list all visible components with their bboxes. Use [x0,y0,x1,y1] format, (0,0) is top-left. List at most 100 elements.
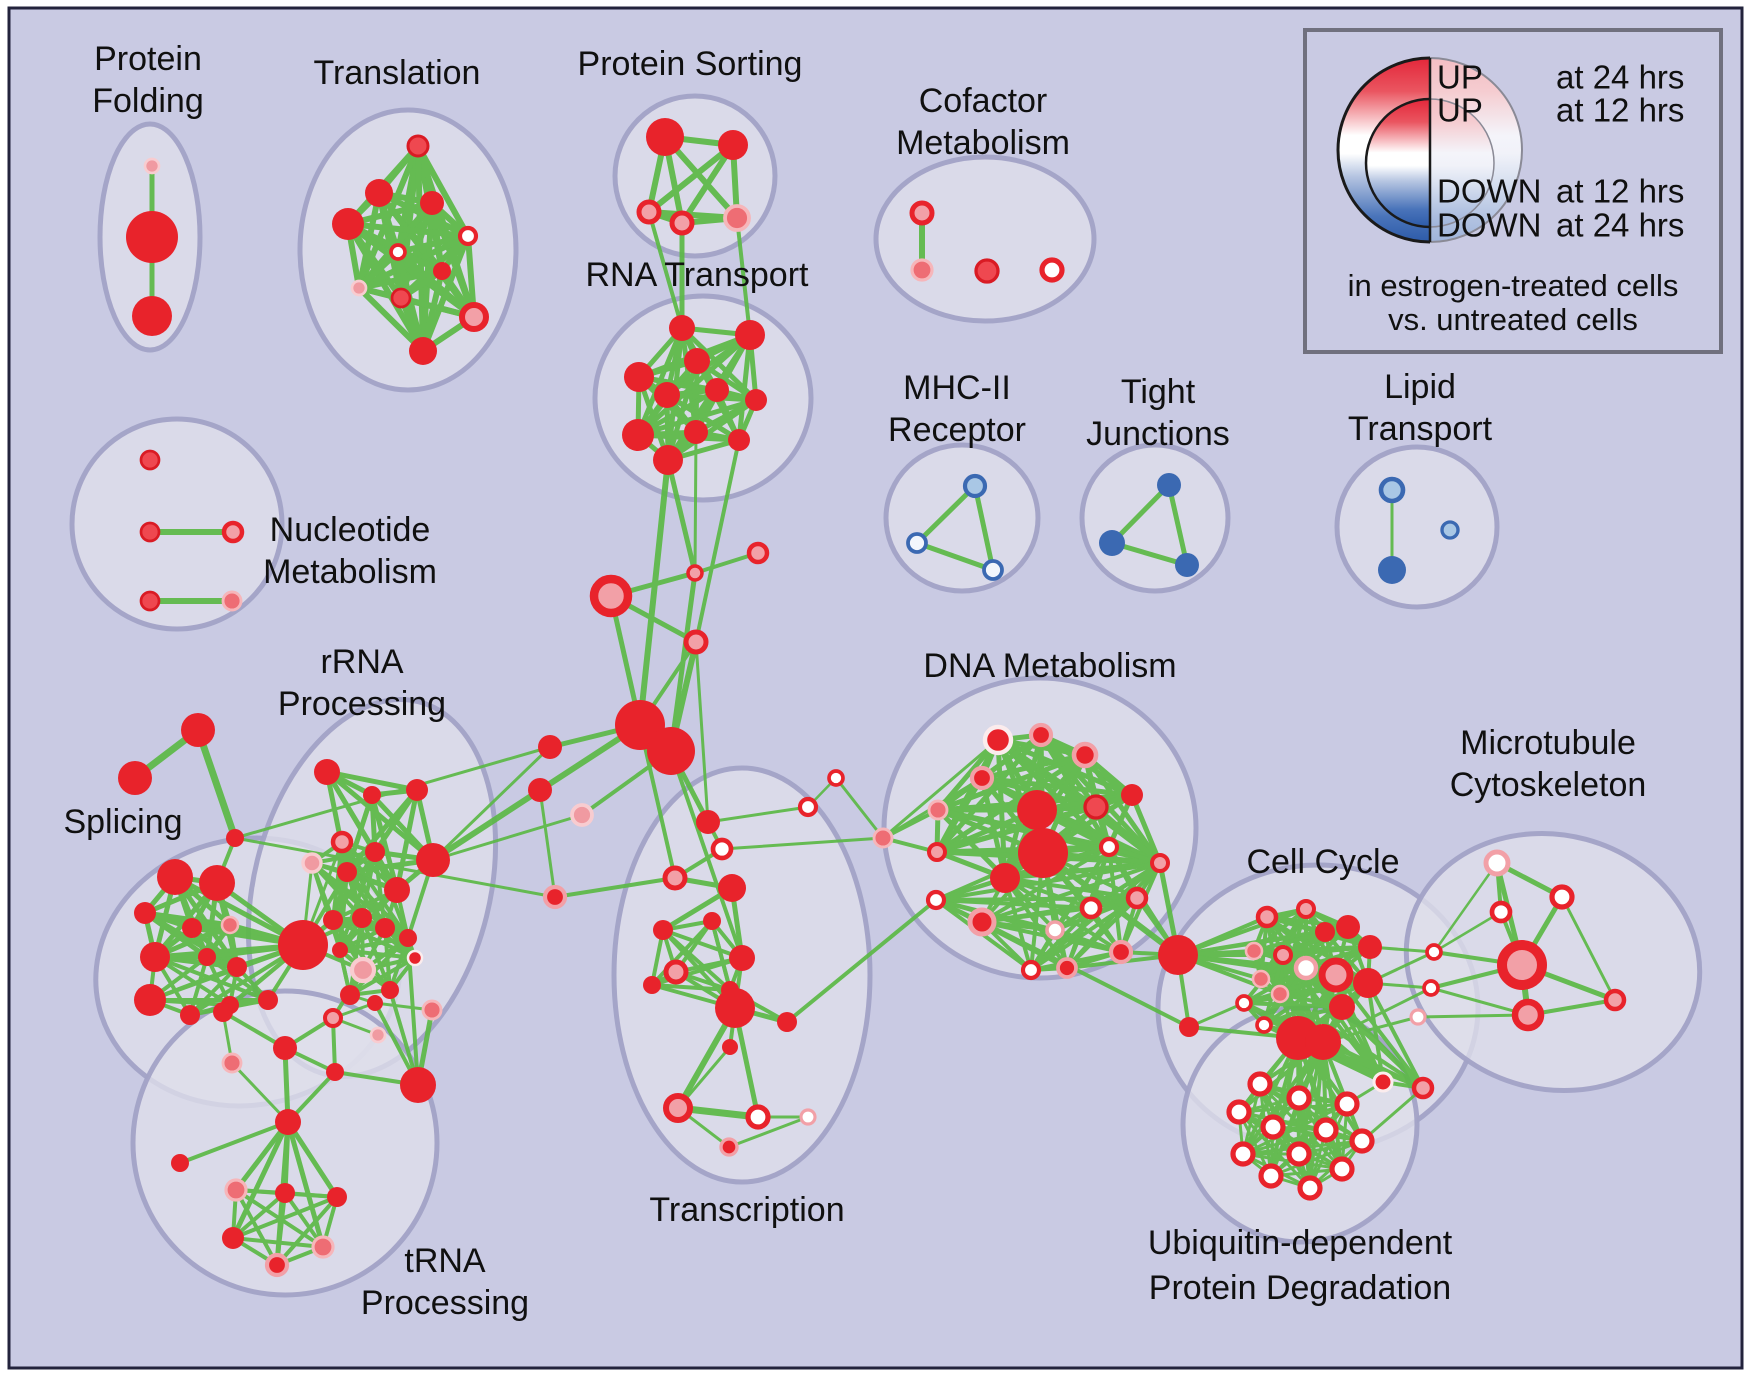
cluster-label-cell-cycle: Cell Cycle [1246,843,1399,881]
node-ch1 [686,564,704,582]
node-tnL [171,1154,189,1172]
edge [1029,906,1093,972]
edge [1560,895,1617,1002]
edge [1321,1040,1425,1090]
node-cc5 [1358,935,1382,959]
edge [285,1119,326,1250]
node-tn4 [222,1227,244,1249]
node-q4 [323,1008,343,1028]
edge [1321,1040,1344,1171]
node-tr5 [457,225,479,247]
node-u9 [1286,1141,1312,1167]
edge [720,836,885,851]
node-q1 [213,1002,233,1022]
edge [431,745,552,862]
cluster-lipid-transport [1334,444,1500,610]
edge [1432,910,1503,954]
cluster-label-protein-folding: Protein [94,40,202,78]
cluster-label-rrna-processing: Processing [278,685,446,723]
edge [693,430,698,575]
node-cc4 [1336,915,1360,939]
edge [694,640,710,824]
edge [1334,973,1425,1090]
edge [431,788,542,862]
cluster-label-transcription: Transcription [649,1191,844,1229]
edge [415,143,471,239]
edge [538,788,557,899]
edge [205,955,270,1002]
node-tr6 [389,243,407,261]
cluster-microtubule-cytoskeleton [1403,830,1703,1094]
node-lh2 [528,778,552,802]
node-ps2 [718,130,748,160]
node-mt4 [1497,940,1547,990]
edge [1093,804,1163,866]
node-d11 [927,842,947,862]
edge [356,249,401,291]
edge [188,955,209,1017]
node-tn6 [264,1252,290,1278]
node-sp6 [140,942,170,972]
edge [348,916,364,997]
node-mt9 [1409,1008,1427,1026]
edge [1242,1001,1344,1009]
node-cc9 [1318,957,1354,993]
node-cc10 [1353,968,1383,998]
node-q5 [367,995,383,1011]
node-tc2 [703,912,721,930]
edge [665,457,698,576]
node-d15 [967,907,997,937]
edge [148,943,305,1002]
node-ps1 [646,118,684,156]
node-r15 [349,956,377,984]
cluster-label-nucleotide-metabolism: Nucleotide [270,511,431,549]
node-sp4 [182,918,202,938]
edge [1278,992,1425,1090]
edge [230,1061,290,1124]
node-tr2 [365,179,393,207]
node-ch3 [746,541,770,565]
edge [331,918,410,940]
node-lp2 [1378,556,1406,584]
node-rt7 [622,419,654,451]
node-d9 [1018,828,1068,878]
node-cc17 [1372,1071,1394,1093]
edge [1166,482,1190,568]
node-r9 [416,843,450,877]
node-mt8 [1422,979,1440,997]
legend-time-label: at 12 hrs [1556,92,1684,129]
node-q3 [273,1036,297,1060]
edge [1366,981,1425,1090]
node-nm1 [139,449,161,471]
node-r11 [352,908,372,928]
node-hb2 [647,727,695,775]
edge [914,540,996,573]
node-tc13 [719,1137,739,1157]
node-tn1 [224,1178,248,1202]
node-sp9 [134,984,166,1016]
node-cc12 [1270,984,1290,1004]
node-u11 [1329,1156,1355,1182]
edge [233,836,557,899]
edge [1176,907,1308,957]
cluster-label-cofactor-metabolism: Metabolism [896,124,1070,162]
node-sp3 [134,902,156,924]
node-sa [181,713,215,747]
node-cc19 [1179,1017,1199,1037]
node-tn2 [275,1183,295,1203]
node-tc5 [643,976,661,994]
node-r3 [406,779,428,801]
edge [647,210,684,330]
edge [1262,1005,1344,1027]
edge [934,898,1093,910]
cluster-nucleotide-metabolism [69,416,285,632]
edge [1241,1040,1325,1156]
node-u1 [1247,1071,1273,1097]
node-sp7 [198,948,216,966]
node-d7 [1121,784,1143,806]
node-cc8 [1293,955,1319,981]
node-r18 [381,981,399,999]
edge [233,745,552,840]
node-u10 [1258,1163,1284,1189]
